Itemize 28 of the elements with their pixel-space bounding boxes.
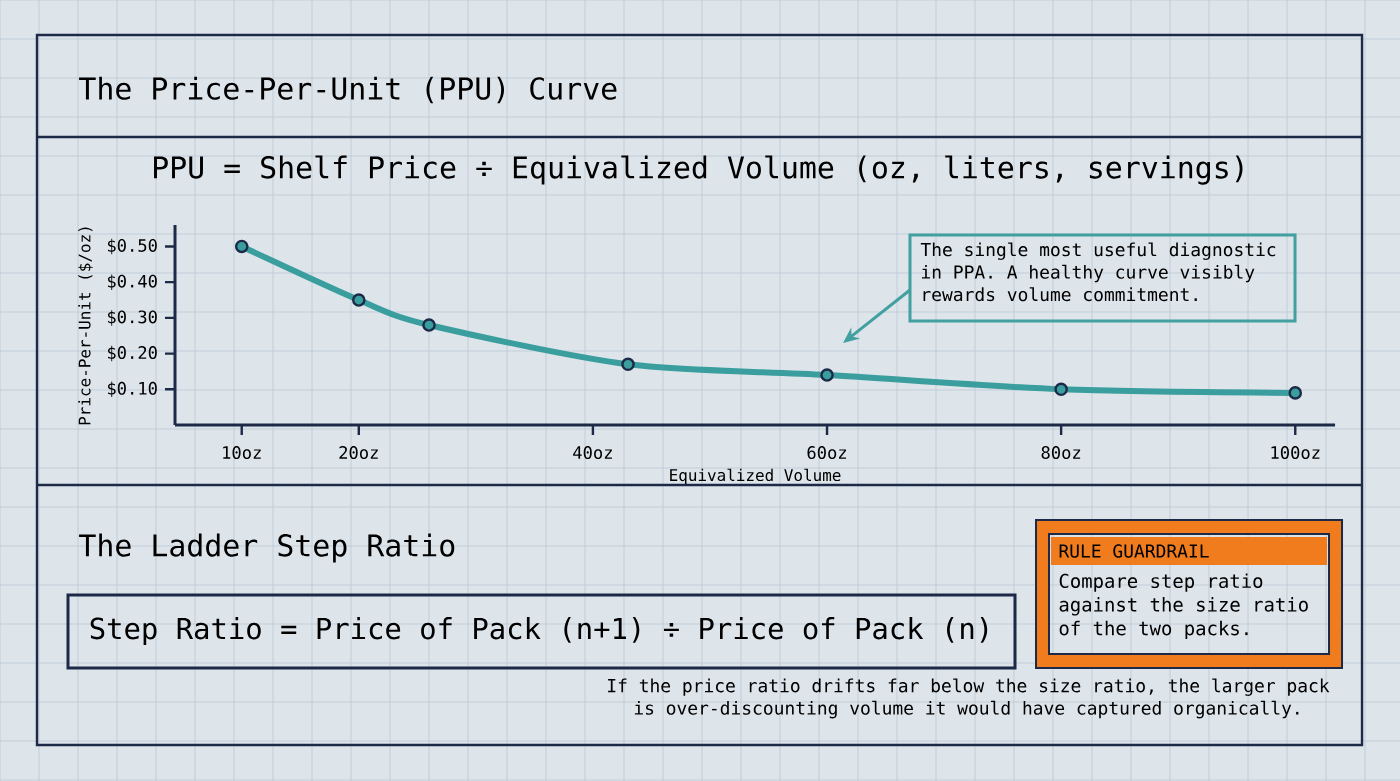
text: The Ladder Step Ratio	[79, 533, 455, 563]
y-tick-label: $0.10	[107, 381, 157, 398]
annotation: The single most useful diagnostic in PPA. A healthy curve visibly rewards volume commitment.	[920, 242, 1276, 302]
x-axis-title: Equivalized Volume	[670, 468, 841, 485]
x-tick-label: 10oz	[223, 446, 261, 460]
point	[352, 293, 366, 307]
chart-title: The Price-Per-Unit (PPU) Curve	[79, 76, 617, 104]
y-tick-label: $0.40	[107, 274, 157, 290]
x-tick-label: 60oz	[807, 446, 847, 460]
chart-subtitle: PPU = Shelf Price ÷ Equivalized Volume (oz, liters, servings)	[154, 155, 1243, 185]
y-axis-title: Price-Per-Unit ($/oz)	[78, 227, 93, 425]
text: If the price ratio drifts far below the size ratio, the larger pack is over-discounting volume it would have captured organically.	[608, 678, 1330, 719]
x-tick-label: 80oz	[1041, 446, 1081, 460]
point	[422, 318, 436, 332]
point	[621, 357, 635, 372]
x-tick-label: 100oz	[1271, 446, 1320, 460]
y-tick-label: $0.30	[107, 310, 157, 326]
point	[234, 239, 249, 254]
text: Compare step ratio against the size ratio of the two packs.	[1059, 573, 1308, 640]
point	[1288, 386, 1303, 400]
y-tick-label: $0.20	[107, 345, 157, 362]
x-tick-label: 40oz	[573, 446, 612, 460]
y-tick-label: $0.50	[107, 238, 157, 255]
text: Step Ratio = Price of Pack (n+1) ÷ Price of Pack (n)	[90, 617, 988, 645]
x-tick-label: 20oz	[339, 446, 378, 460]
point	[1054, 382, 1068, 397]
point	[820, 368, 834, 382]
text: RULE GUARDRAIL	[1059, 544, 1209, 558]
